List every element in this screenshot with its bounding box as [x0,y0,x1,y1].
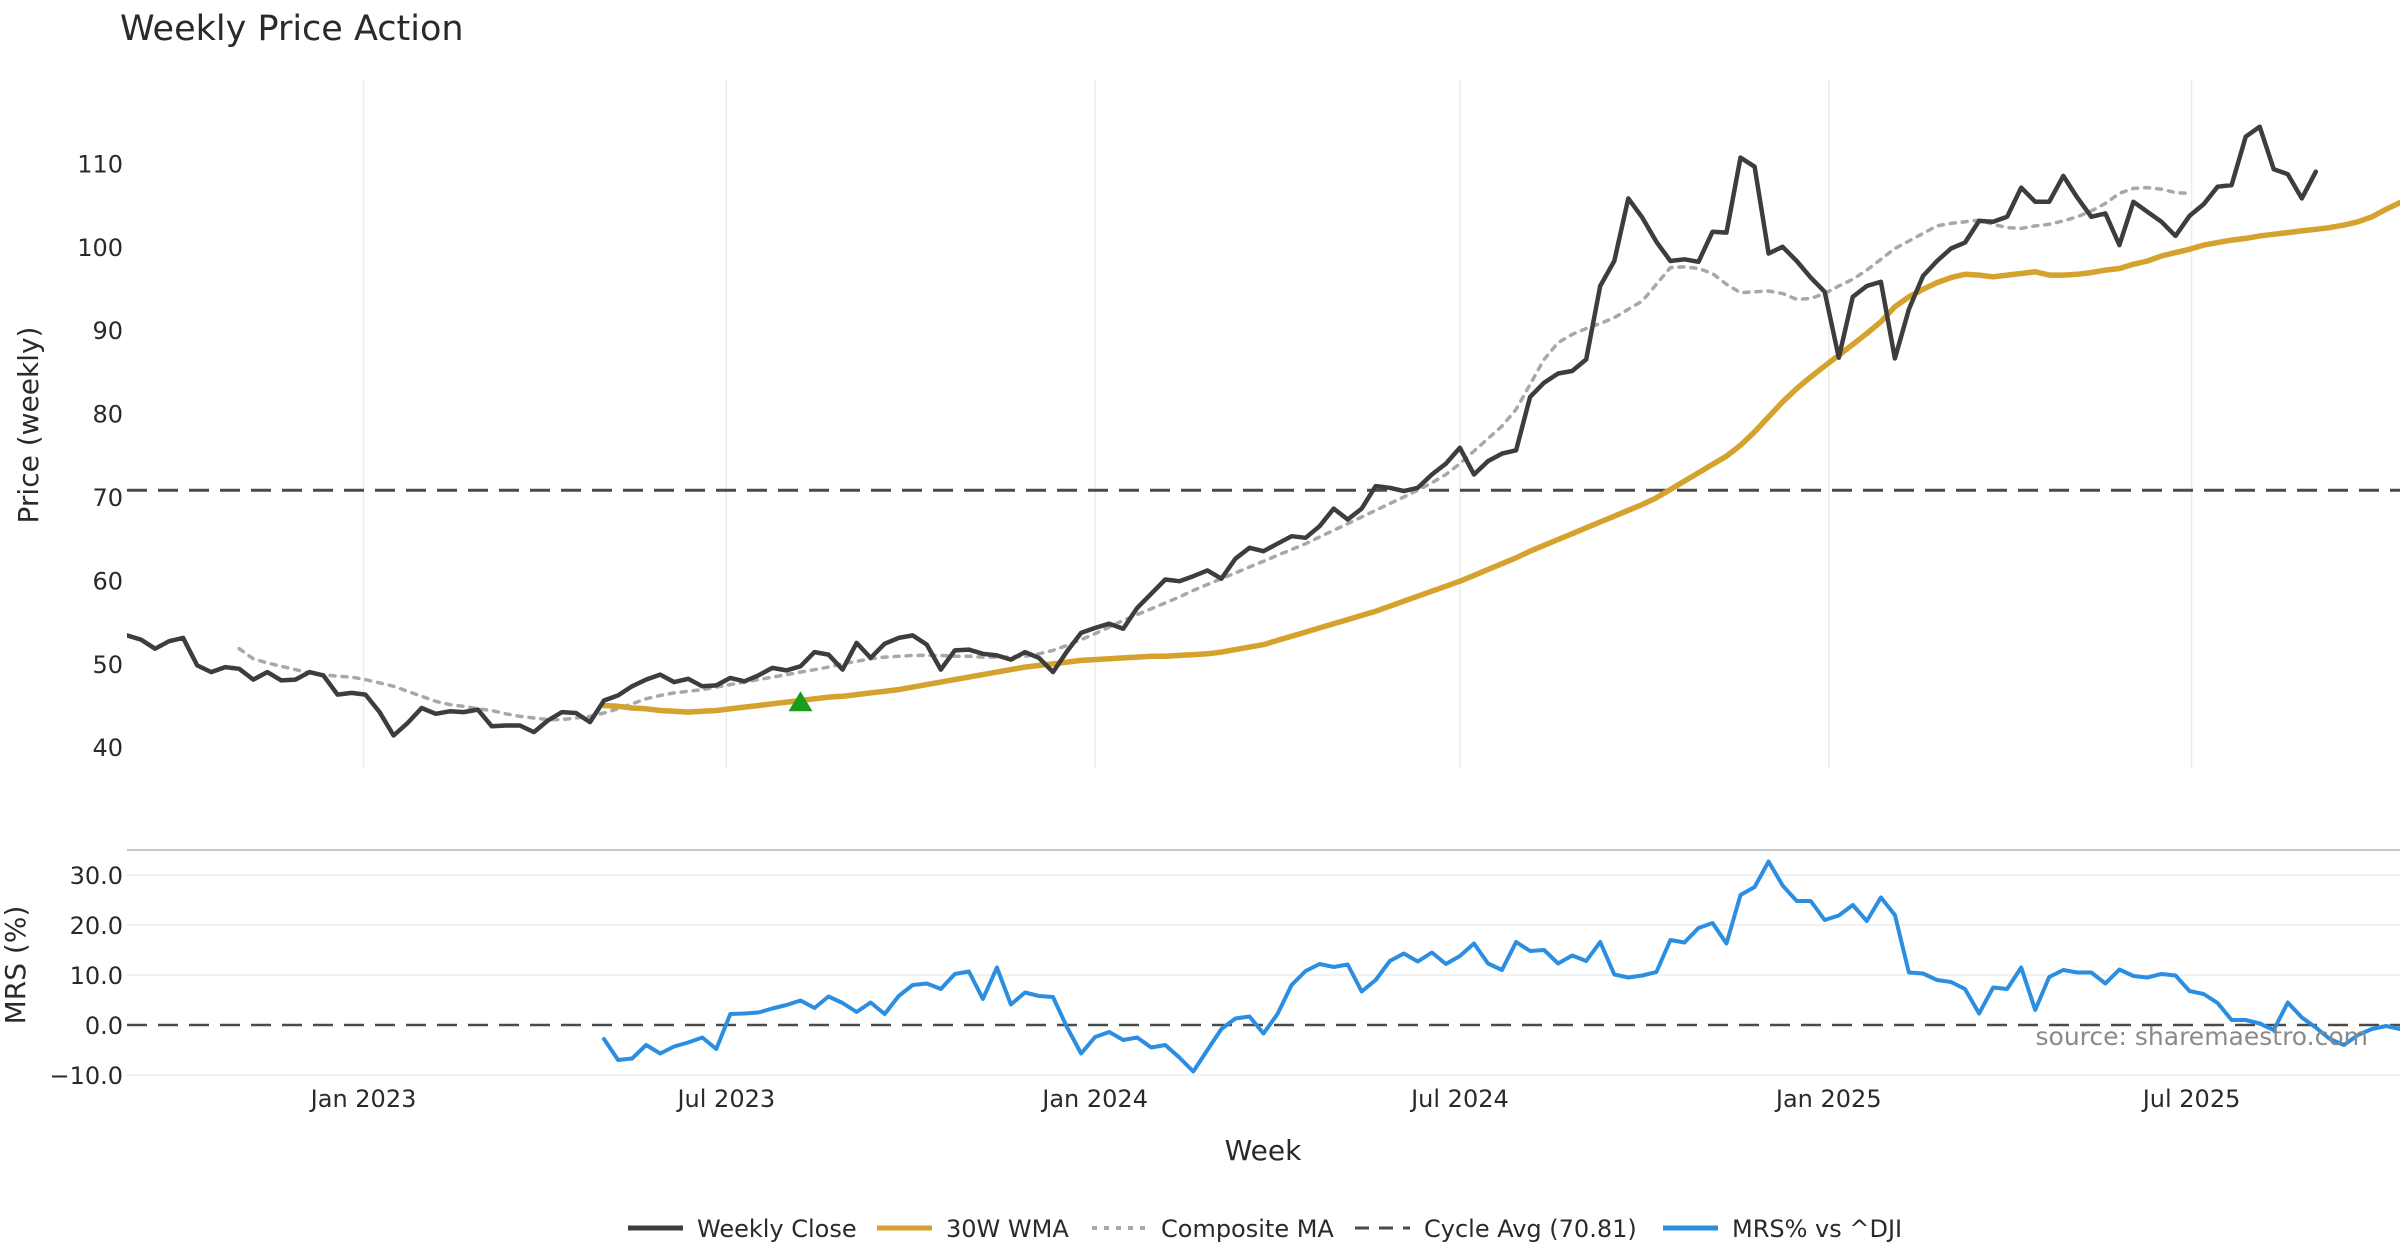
mrs-series-group [127,859,2400,1074]
mrs-y-tick: −10.0 [49,1062,123,1090]
legend-item: MRS% vs ^DJI [1663,1215,1902,1243]
weekly-close-line [127,124,2319,738]
30w-wma-line [601,199,2400,715]
composite-ma-line [237,185,2192,722]
price-y-tick: 80 [92,401,123,429]
price-y-tick: 70 [92,484,123,512]
price-gridlines [362,80,2193,768]
legend-item: Cycle Avg (70.81) [1355,1215,1637,1243]
mrs-y-tick-labels: −10.0 0.0 10.0 20.0 30.0 [49,862,123,1090]
legend-label: MRS% vs ^DJI [1732,1215,1902,1243]
x-tick: Jan 2025 [1774,1085,1882,1113]
chart-title: Weekly Price Action [120,9,464,49]
x-tick-labels: Jan 2023 Jul 2023 Jan 2024 Jul 2024 Jan 2025… [309,1085,2241,1113]
buy-signal-marker [788,691,813,712]
x-tick: Jan 2024 [1040,1085,1148,1113]
legend-item: Composite MA [1092,1215,1334,1243]
mrs-gridlines [127,874,2400,1076]
legend-label: Cycle Avg (70.81) [1424,1215,1637,1243]
legend-item: Weekly Close [628,1215,857,1243]
price-y-tick: 60 [92,567,123,595]
price-y-tick: 50 [92,651,123,679]
mrs-y-axis-label: MRS (%) [0,906,32,1025]
price-y-tick-labels: 40 50 60 70 80 90 100 110 [77,150,123,762]
x-tick: Jul 2025 [2141,1085,2241,1113]
price-y-tick: 90 [92,317,123,345]
price-y-tick: 40 [92,734,123,762]
mrs-y-tick: 30.0 [70,862,123,890]
price-y-tick: 100 [77,234,123,262]
mrs-y-tick: 20.0 [70,912,123,940]
mrs-y-tick: 10.0 [70,962,123,990]
mrs-y-tick: 0.0 [85,1012,123,1040]
legend: Weekly Close 30W WMA Composite MA Cycle Avg… [628,1215,1902,1243]
x-axis-label: Week [1225,1134,1302,1167]
price-series-group [127,124,2400,738]
x-tick: Jul 2024 [1409,1085,1509,1113]
legend-label: Composite MA [1161,1215,1334,1243]
legend-label: Weekly Close [697,1215,857,1243]
legend-label: 30W WMA [946,1215,1069,1243]
price-y-axis-label: Price (weekly) [12,327,45,524]
mrs-line [602,859,2400,1074]
legend-item: 30W WMA [877,1215,1069,1243]
x-tick: Jul 2023 [675,1085,775,1113]
source-text: source: sharemaestro.com [2036,1022,2369,1051]
price-y-tick: 110 [77,150,123,178]
x-tick: Jan 2023 [309,1085,417,1113]
